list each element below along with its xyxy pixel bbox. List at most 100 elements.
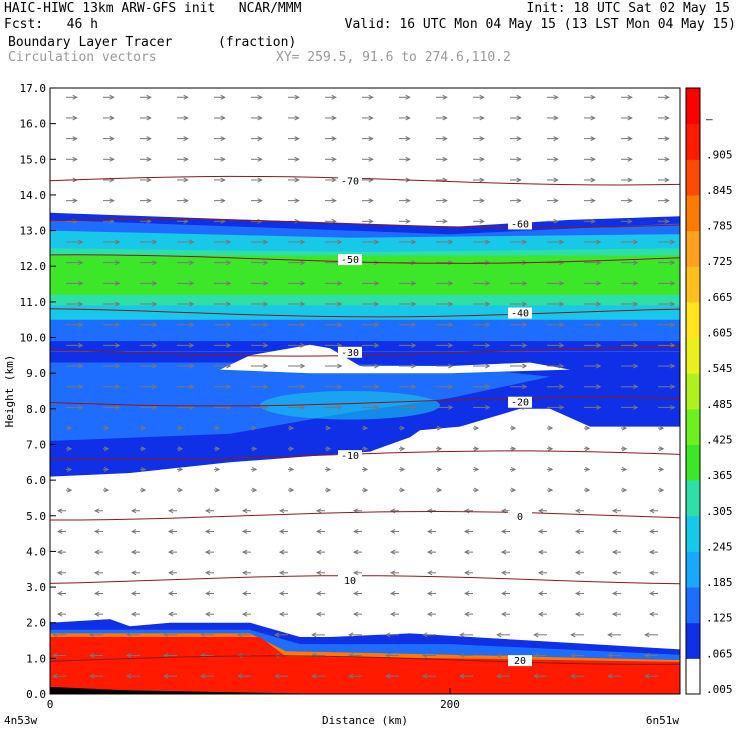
wind-vector (547, 136, 559, 142)
wind-vector (648, 508, 658, 514)
wind-vector (241, 549, 251, 555)
y-tick-label: 9.0 (26, 367, 46, 380)
vector-head (459, 673, 465, 679)
vector-head (658, 466, 665, 472)
wind-vector (251, 136, 263, 142)
vector-head (422, 653, 428, 658)
wind-vector (399, 280, 417, 286)
wind-vector (214, 198, 226, 204)
vector-head (559, 342, 565, 348)
vector-head (56, 591, 63, 596)
vector-head (405, 94, 411, 100)
wind-vector (56, 591, 66, 596)
wind-vector (288, 342, 306, 348)
vector-head (374, 280, 380, 286)
wind-vector (362, 404, 380, 410)
wind-vector (214, 342, 232, 348)
vector-head (93, 508, 100, 514)
vector-head (126, 673, 132, 679)
wind-vector (436, 260, 454, 266)
vector-head (463, 591, 470, 596)
wind-vector (611, 549, 621, 555)
vector-head (278, 529, 285, 534)
vector-head (78, 280, 84, 286)
vector-head (611, 570, 618, 576)
vector-head (574, 508, 581, 514)
vector-head (627, 218, 633, 224)
x-left-endpoint: 4n53w (4, 714, 37, 727)
vector-head (315, 591, 322, 596)
wind-vector (399, 301, 417, 307)
y-axis: 0.0 1.0 2.0 3.0 4.0 5.0 6.0 7.0 8.0 9.0 10.0 11.0 12… (20, 82, 56, 701)
wind-vector (66, 384, 84, 390)
y-tick-label: 1.0 (26, 652, 46, 665)
vector-head (130, 529, 137, 534)
vector-head (479, 218, 485, 224)
wind-vector (89, 653, 103, 658)
vector-head (590, 198, 596, 204)
wind-vector (163, 653, 177, 658)
wind-vector (66, 198, 78, 204)
vector-head (590, 218, 596, 224)
vector-head (596, 322, 602, 328)
vector-head (385, 653, 391, 658)
vector-head (109, 136, 115, 142)
wind-vector (362, 446, 369, 452)
wind-vector (130, 529, 140, 534)
wind-vector (241, 570, 251, 576)
vector-head (389, 529, 396, 534)
wind-vector (547, 280, 565, 286)
vector-head (189, 301, 195, 307)
vector-head (130, 508, 137, 514)
wind-vector (140, 466, 147, 472)
wind-vector (436, 404, 454, 410)
vector-head (325, 425, 332, 431)
wind-vector (315, 591, 325, 596)
vector-head (251, 446, 258, 452)
vector-head (167, 549, 174, 555)
wind-vector (66, 280, 84, 286)
wind-vector (177, 301, 195, 307)
wind-vector (140, 239, 158, 245)
vector-head (611, 591, 618, 596)
vector-head (93, 611, 100, 617)
wind-vector (500, 591, 510, 596)
colorbar-swatch (686, 408, 700, 445)
wind-vector (288, 446, 295, 452)
wind-vector (214, 177, 226, 183)
colorbar-label: .605 (706, 327, 733, 340)
colorbar-label: .425 (706, 433, 733, 446)
vector-head (664, 218, 670, 224)
wind-vector (389, 549, 399, 555)
wind-vector (325, 115, 337, 121)
wind-vector (399, 466, 406, 472)
vector-head (596, 301, 602, 307)
wind-vector (658, 218, 670, 224)
vector-head (633, 404, 639, 410)
wind-vector (399, 239, 417, 245)
vector-head (325, 466, 332, 472)
wind-vector (126, 653, 140, 658)
wind-vector (251, 198, 263, 204)
wind-vector (648, 549, 658, 555)
vector-head (633, 342, 639, 348)
vector-head (411, 404, 417, 410)
wind-vector (584, 363, 602, 369)
wind-vector (66, 322, 84, 328)
vector-head (241, 529, 248, 534)
vector-head (331, 198, 337, 204)
vector-head (500, 611, 507, 617)
wind-vector (621, 342, 639, 348)
wind-vector (621, 177, 633, 183)
vector-head (241, 591, 248, 596)
vector-head (448, 301, 454, 307)
colorbar-label: .725 (706, 255, 733, 268)
vector-head (463, 570, 470, 576)
vector-head (167, 508, 174, 514)
vector-head (648, 529, 655, 534)
wind-vector (52, 632, 66, 638)
vector-head (183, 198, 189, 204)
vector-head (405, 136, 411, 142)
contour-label-bg (338, 346, 362, 358)
wind-vector (426, 529, 436, 534)
